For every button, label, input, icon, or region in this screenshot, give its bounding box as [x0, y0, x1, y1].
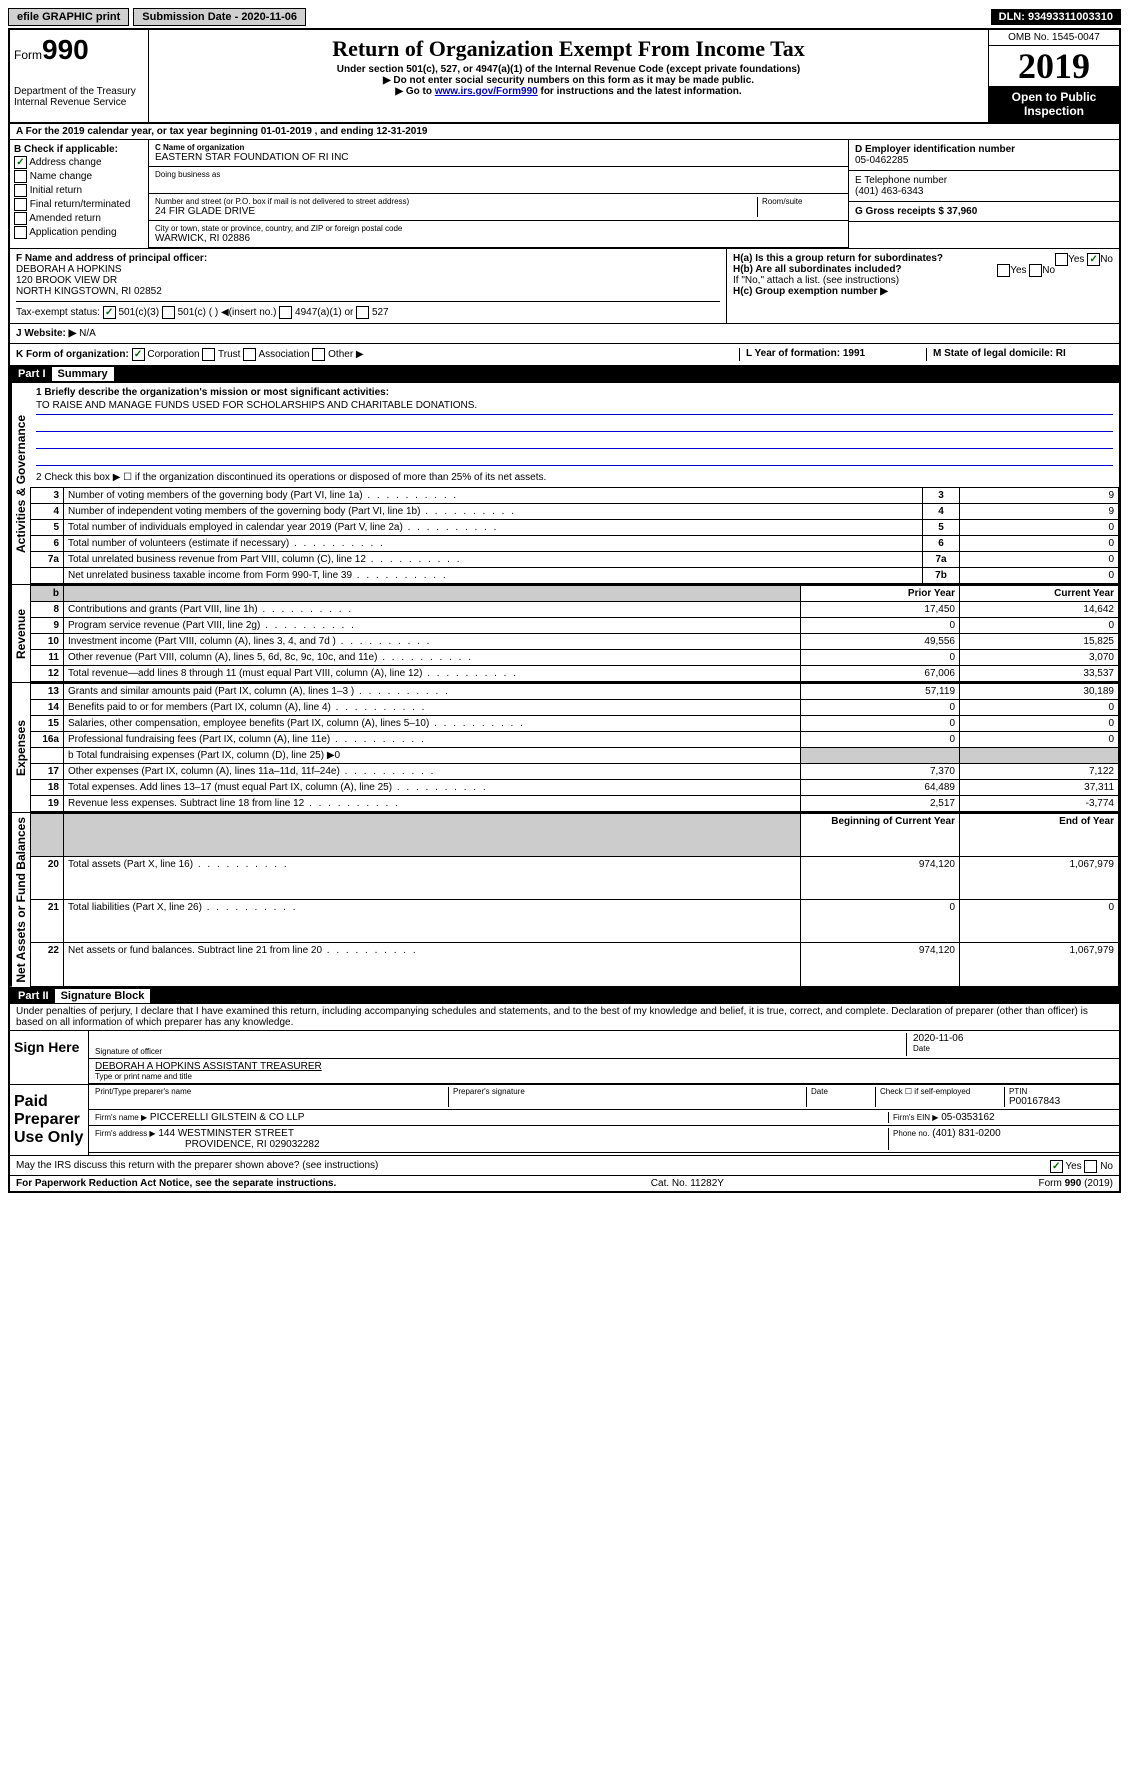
org-name-row: C Name of organization EASTERN STAR FOUN…: [149, 140, 848, 167]
subtitle-2: ▶ Do not enter social security numbers o…: [157, 75, 980, 86]
subtitle-3: ▶ Go to www.irs.gov/Form990 for instruct…: [157, 86, 980, 97]
row-k: K Form of organization: Corporation Trus…: [10, 343, 1119, 365]
ein-cell: D Employer identification number 05-0462…: [849, 140, 1119, 171]
header-left: Form990 Department of the Treasury Inter…: [10, 30, 149, 122]
activities-governance: Activities & Governance 1 Briefly descri…: [10, 382, 1119, 584]
paid-preparer-label: Paid Preparer Use Only: [10, 1085, 89, 1155]
paid-preparer-section: Paid Preparer Use Only Print/Type prepar…: [10, 1084, 1119, 1155]
tax-status-row: Tax-exempt status: 501(c)(3) 501(c) ( ) …: [16, 301, 720, 319]
form-title: Return of Organization Exempt From Incom…: [157, 36, 980, 62]
expenses-table: 13Grants and similar amounts paid (Part …: [30, 683, 1119, 812]
check-if-applicable: B Check if applicable: Address change Na…: [10, 140, 149, 248]
city-row: City or town, state or province, country…: [149, 221, 848, 248]
section-fh: F Name and address of principal officer:…: [10, 248, 1119, 323]
state-domicile: M State of legal domicile: RI: [926, 348, 1113, 361]
dept-label: Department of the Treasury: [14, 86, 144, 97]
sign-here-label: Sign Here: [10, 1031, 89, 1084]
trust-check[interactable]: [202, 348, 215, 361]
501c-check[interactable]: [162, 306, 175, 319]
group-return: H(a) Is this a group return for subordin…: [727, 249, 1119, 323]
initial-return-check[interactable]: Initial return: [14, 184, 144, 197]
principal-officer: F Name and address of principal officer:…: [10, 249, 727, 323]
expenses-section: Expenses 13Grants and similar amounts pa…: [10, 682, 1119, 812]
subtitle-1: Under section 501(c), 527, or 4947(a)(1)…: [157, 64, 980, 75]
row-a: A For the 2019 calendar year, or tax yea…: [10, 124, 1119, 140]
header-center: Return of Organization Exempt From Incom…: [149, 30, 988, 122]
vert-ag: Activities & Governance: [10, 383, 30, 584]
discuss-yes[interactable]: [1050, 1160, 1063, 1173]
instructions-link[interactable]: www.irs.gov/Form990: [435, 86, 538, 97]
netassets-section: Net Assets or Fund Balances Beginning of…: [10, 812, 1119, 987]
sign-here-section: Sign Here Signature of officer 2020-11-0…: [10, 1030, 1119, 1084]
527-check[interactable]: [356, 306, 369, 319]
footer: For Paperwork Reduction Act Notice, see …: [10, 1175, 1119, 1191]
section-b: B Check if applicable: Address change Na…: [10, 140, 1119, 248]
header-right: OMB No. 1545-0047 2019 Open to Public In…: [988, 30, 1119, 122]
dln: DLN: 93493311003310: [991, 9, 1121, 25]
right-info: D Employer identification number 05-0462…: [848, 140, 1119, 248]
row-j: J Website: ▶ N/A: [10, 323, 1119, 343]
gross-receipts: G Gross receipts $ 37,960: [849, 202, 1119, 222]
vert-netassets: Net Assets or Fund Balances: [10, 813, 30, 987]
efile-badge: efile GRAPHIC print: [8, 8, 129, 26]
phone-cell: E Telephone number (401) 463-6343: [849, 171, 1119, 202]
irs-label: Internal Revenue Service: [14, 97, 144, 108]
netassets-table: Beginning of Current YearEnd of Year20To…: [30, 813, 1119, 987]
open-public-badge: Open to Public Inspection: [989, 86, 1119, 122]
4947-check[interactable]: [279, 306, 292, 319]
part1-header: Part ISummary: [10, 365, 1119, 382]
501c3-check[interactable]: [103, 306, 116, 319]
submission-date: Submission Date - 2020-11-06: [133, 8, 306, 26]
other-check[interactable]: [312, 348, 325, 361]
amended-check[interactable]: Amended return: [14, 212, 144, 225]
form-header: Form990 Department of the Treasury Inter…: [10, 30, 1119, 124]
top-bar: efile GRAPHIC print Submission Date - 20…: [8, 8, 1121, 26]
ag-table: 3Number of voting members of the governi…: [30, 487, 1119, 584]
vert-revenue: Revenue: [10, 585, 30, 682]
vert-expenses: Expenses: [10, 683, 30, 812]
addr-change-check[interactable]: Address change: [14, 156, 144, 169]
tax-year: 2019: [989, 46, 1119, 86]
form-word: Form: [14, 48, 42, 62]
street-row: Number and street (or P.O. box if mail i…: [149, 194, 848, 221]
part2-header: Part IISignature Block: [10, 987, 1119, 1004]
corp-check[interactable]: [132, 348, 145, 361]
revenue-section: Revenue bPrior YearCurrent Year8Contribu…: [10, 584, 1119, 682]
form-container: Form990 Department of the Treasury Inter…: [8, 28, 1121, 1193]
ha-row: H(a) Is this a group return for subordin…: [733, 253, 1113, 264]
org-info: C Name of organization EASTERN STAR FOUN…: [149, 140, 848, 248]
final-return-check[interactable]: Final return/terminated: [14, 198, 144, 211]
perjury-text: Under penalties of perjury, I declare th…: [10, 1004, 1119, 1030]
omb-number: OMB No. 1545-0047: [989, 30, 1119, 46]
discuss-no[interactable]: [1084, 1160, 1097, 1173]
form-number: 990: [42, 34, 89, 65]
dba-row: Doing business as: [149, 167, 848, 194]
discuss-row: May the IRS discuss this return with the…: [10, 1155, 1119, 1175]
mission-block: 1 Briefly describe the organization's mi…: [30, 383, 1119, 487]
name-change-check[interactable]: Name change: [14, 170, 144, 183]
revenue-table: bPrior YearCurrent Year8Contributions an…: [30, 585, 1119, 682]
app-pending-check[interactable]: Application pending: [14, 226, 144, 239]
assoc-check[interactable]: [243, 348, 256, 361]
year-formation: L Year of formation: 1991: [739, 348, 926, 361]
